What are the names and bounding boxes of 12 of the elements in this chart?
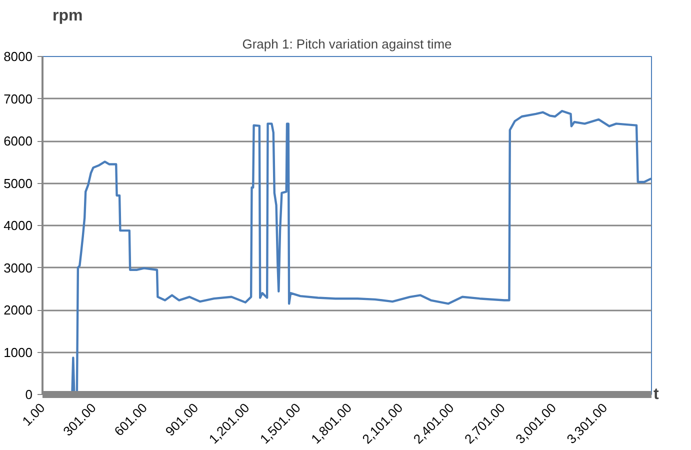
y-tick-label: 4000 [4,218,32,233]
y-tick-label: 5000 [4,176,32,191]
y-tick-label: 1000 [4,344,32,360]
y-tick-label: 3000 [4,260,32,276]
x-axis-title: t [654,386,660,403]
y-tick-label: 8000 [4,49,32,64]
y-tick-label: 7000 [4,91,32,106]
chart-title: Graph 1: Pitch variation against time [242,36,452,52]
y-tick-label: 2000 [4,302,32,318]
y-tick-label: 0 [25,387,33,402]
y-tick-label: 6000 [4,134,32,148]
y-axis-title: rpm [52,8,83,24]
